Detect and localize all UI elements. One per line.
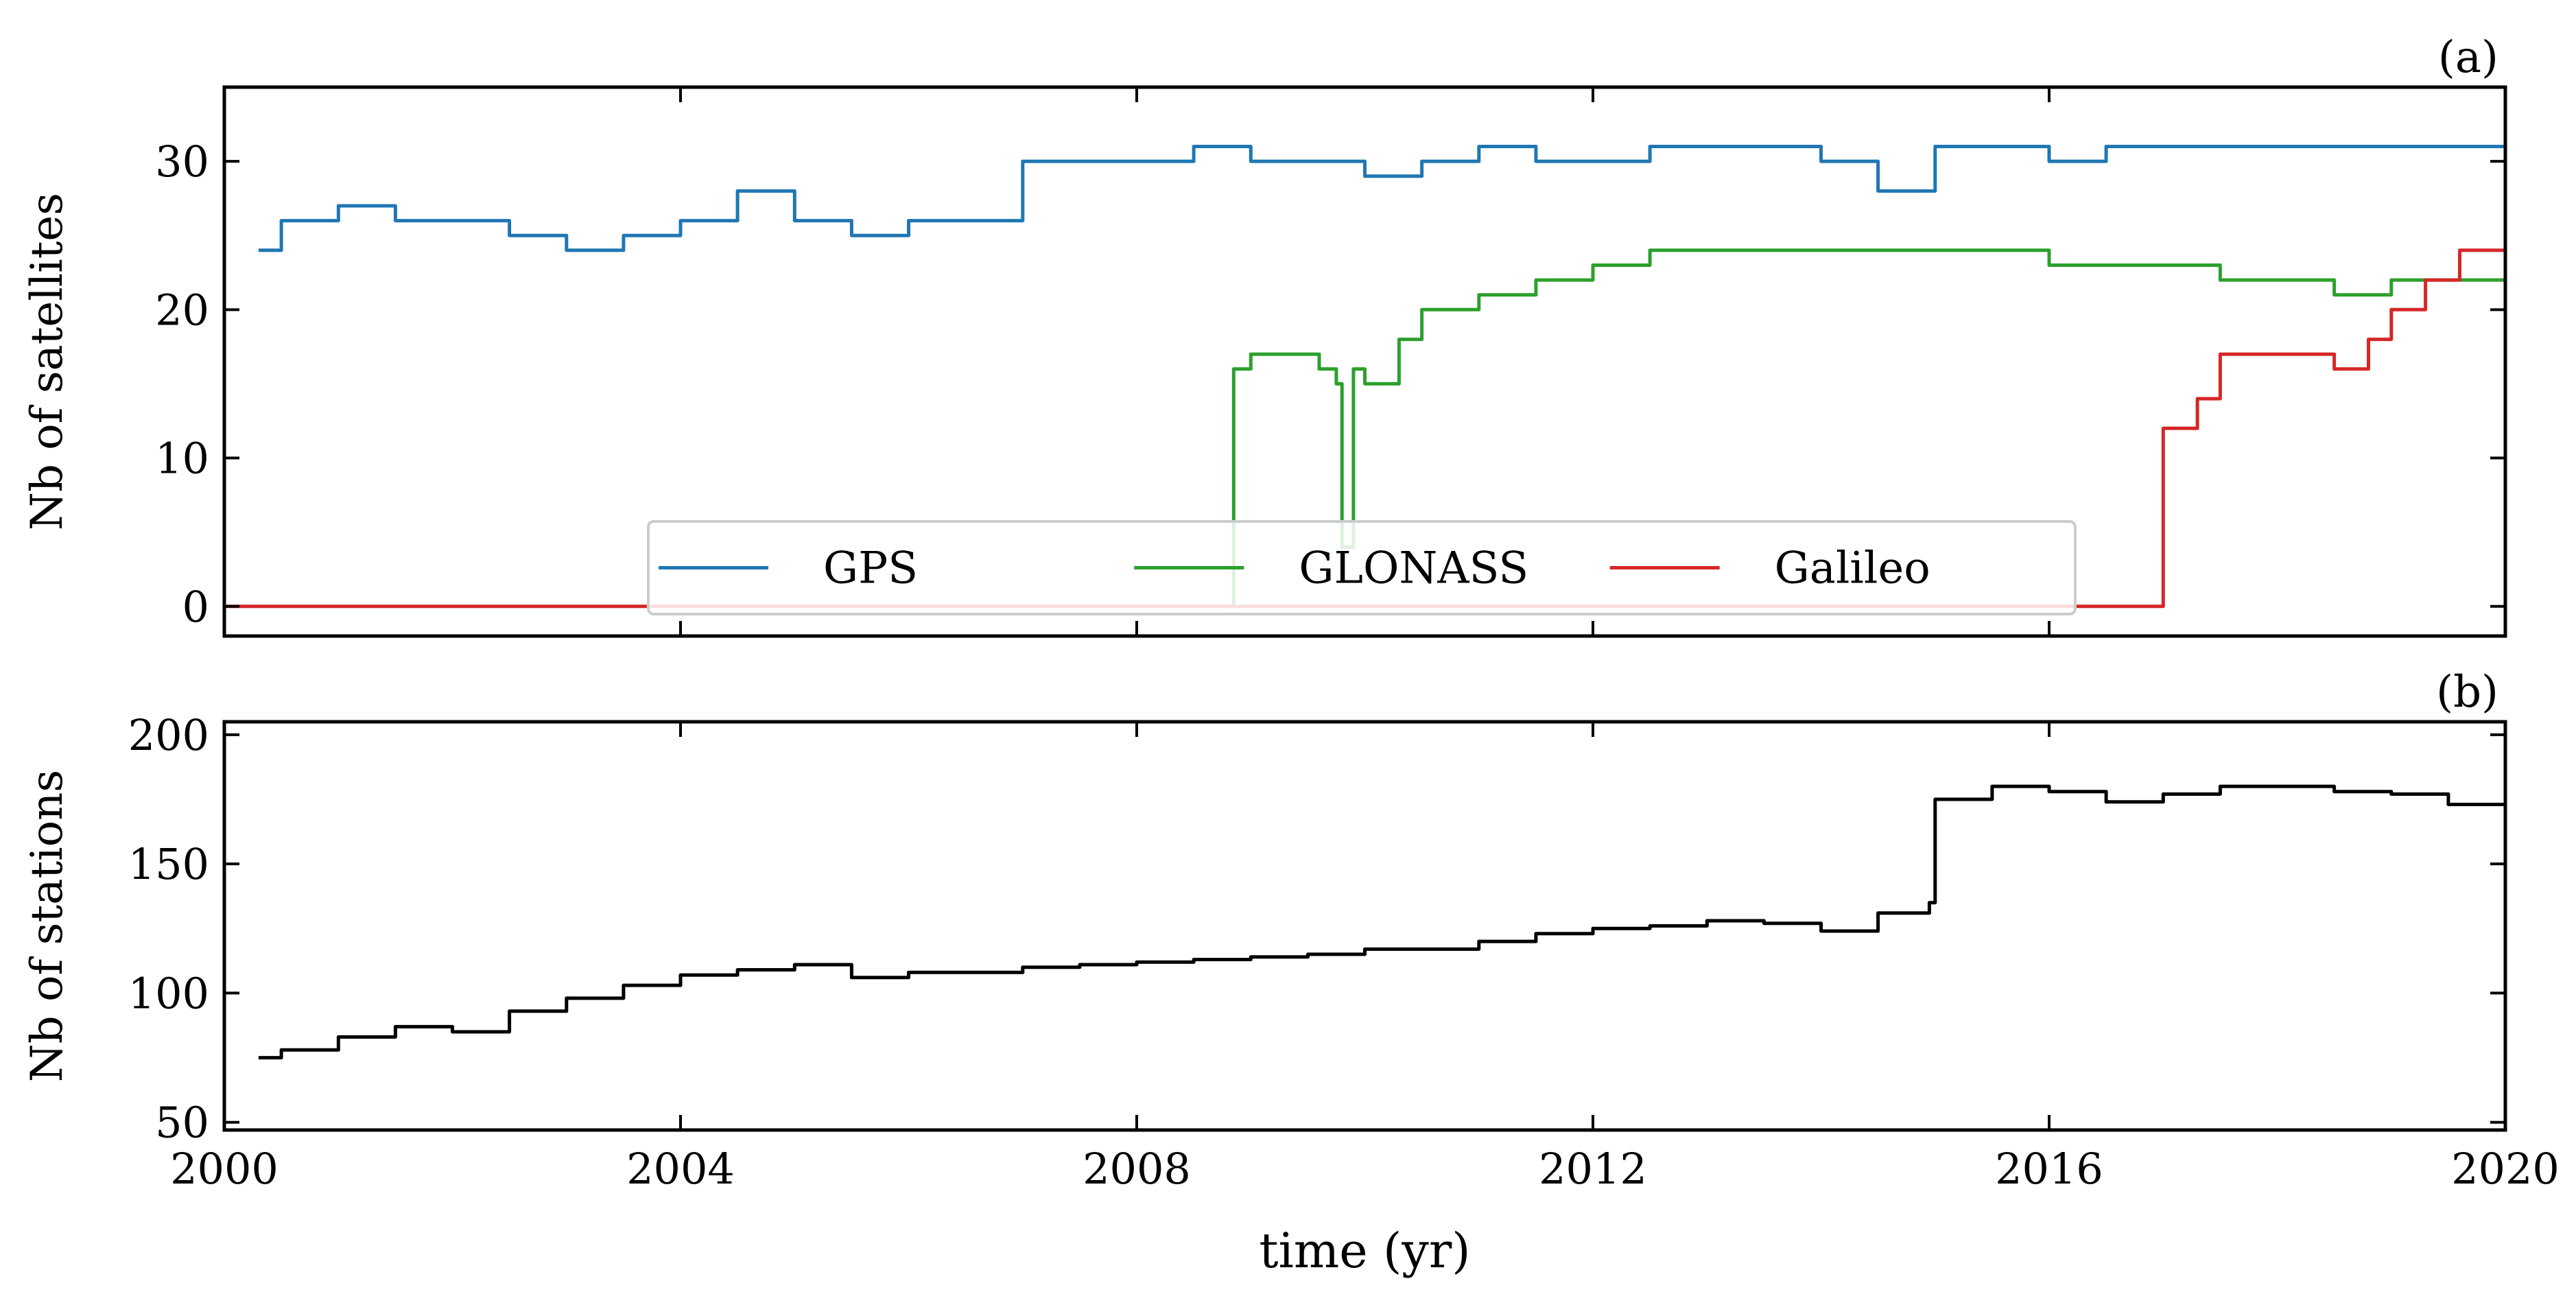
- legend: GPS GLONASS Galileo: [647, 520, 2077, 615]
- y-tick-label: 0: [182, 582, 209, 632]
- legend-label-glonass: GLONASS: [1299, 543, 1528, 594]
- x-tick-label: 2000: [170, 1144, 279, 1194]
- panel-a-ticks: 0 10 20 30: [155, 87, 2507, 636]
- series-line-galileo: [224, 248, 2505, 609]
- legend-label-gps: GPS: [823, 543, 918, 594]
- panel-b-ticks: 50 100 150 200 2000 2004 2008 2012 2016 2020: [128, 710, 2560, 1194]
- panel-a-series: [224, 145, 2507, 609]
- panel-a-ylabel: Nb of satellites: [22, 193, 73, 530]
- y-tick-label: 150: [128, 839, 209, 889]
- x-tick-label: 2004: [626, 1144, 735, 1194]
- x-tick-label: 2016: [1995, 1144, 2103, 1194]
- legend-label-galileo: Galileo: [1775, 543, 1930, 594]
- x-tick-label: 2012: [1539, 1144, 1647, 1194]
- panel-b-series: [258, 784, 2507, 1060]
- series-line-glonass: [1228, 248, 2507, 609]
- x-tick-label: 2020: [2451, 1144, 2560, 1194]
- series-line-gps: [258, 145, 2505, 252]
- x-axis-label: time (yr): [1259, 1223, 1470, 1279]
- panel-b-label: (b): [2436, 667, 2498, 718]
- panel-b-ylabel: Nb of stations: [22, 770, 73, 1082]
- y-tick-label: 100: [128, 968, 209, 1018]
- panel-a-label: (a): [2438, 32, 2498, 83]
- series-line-stations: [258, 784, 2507, 1060]
- y-tick-label: 200: [128, 710, 209, 760]
- y-tick-label: 20: [155, 285, 209, 335]
- x-tick-label: 2008: [1083, 1144, 1191, 1194]
- y-tick-label: 30: [155, 137, 209, 187]
- y-tick-label: 50: [155, 1098, 209, 1148]
- panel-b-frame: [222, 720, 2507, 1132]
- y-tick-label: 10: [155, 434, 209, 484]
- panel-a-frame: [222, 85, 2507, 638]
- legend-box: [647, 520, 2077, 615]
